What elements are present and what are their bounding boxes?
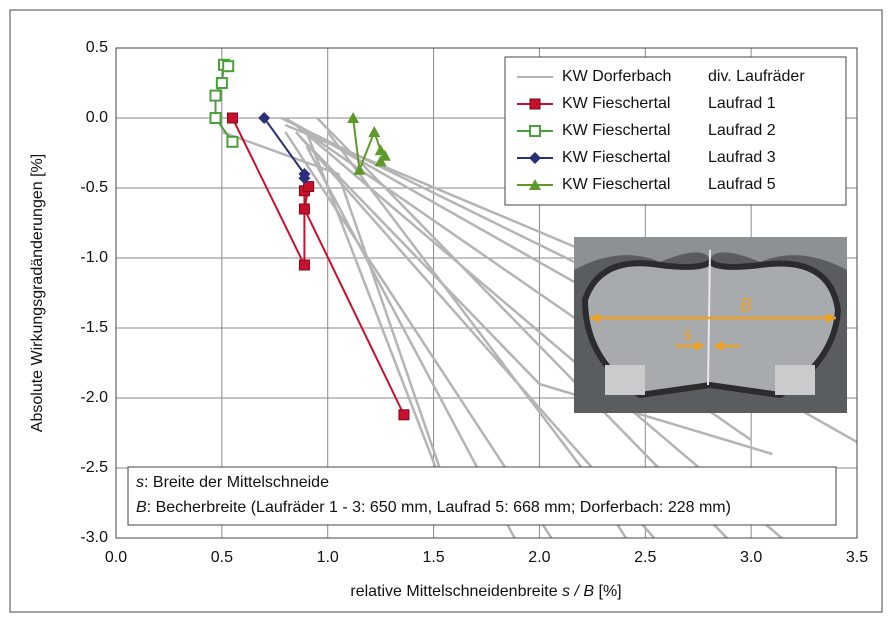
legend-detail: Laufrad 1 bbox=[708, 95, 776, 112]
legend-label: KW Fieschertal bbox=[562, 95, 670, 112]
y-tick-label: -0.5 bbox=[80, 179, 108, 196]
photo: B s bbox=[574, 237, 847, 413]
y-axis-label: Absolute Wirkungsgradänderungen [%] bbox=[29, 154, 46, 432]
x-label-suffix: [%] bbox=[594, 583, 622, 600]
y-tick-label: 0.5 bbox=[86, 39, 108, 56]
x-tick-label: 1.0 bbox=[317, 549, 339, 566]
marker bbox=[529, 179, 541, 190]
x-tick-label: 2.5 bbox=[634, 549, 656, 566]
marker bbox=[226, 112, 238, 124]
photo-tab bbox=[605, 365, 645, 395]
photo-label: B bbox=[740, 295, 752, 315]
legend-detail: div. Laufräder bbox=[708, 68, 805, 85]
marker bbox=[529, 98, 541, 110]
y-tick-label: -1.0 bbox=[80, 249, 108, 266]
legend-box bbox=[504, 56, 847, 206]
annotation-symbol: s bbox=[136, 474, 144, 491]
legend-detail: Laufrad 2 bbox=[708, 122, 776, 139]
marker bbox=[353, 163, 366, 175]
x-label-prefix: relative Mittelschneidenbreite bbox=[350, 583, 562, 600]
marker bbox=[298, 259, 310, 271]
marker bbox=[347, 112, 360, 123]
marker bbox=[222, 60, 235, 73]
x-label-symbol: s / B bbox=[562, 583, 594, 600]
annotation-text: : Breite der Mittelschneide bbox=[144, 474, 329, 491]
x-tick-label: 1.5 bbox=[422, 549, 444, 566]
legend-detail: Laufrad 3 bbox=[708, 149, 776, 166]
marker bbox=[529, 125, 541, 137]
marker bbox=[298, 172, 311, 185]
annotation-text: : Becherbreite (Laufräder 1 - 3: 650 mm,… bbox=[147, 499, 731, 516]
annotation-symbol: B bbox=[136, 499, 147, 516]
x-tick-label: 0.0 bbox=[105, 549, 127, 566]
annotation: s: Breite der Mittelschneide bbox=[136, 474, 329, 491]
y-tick-label: -3.0 bbox=[80, 529, 108, 546]
legend-label: KW Fieschertal bbox=[562, 122, 670, 139]
legend-detail: Laufrad 5 bbox=[708, 176, 776, 193]
y-tick-label: 0.0 bbox=[86, 109, 108, 126]
legend-label: KW Fieschertal bbox=[562, 149, 670, 166]
marker bbox=[226, 135, 239, 148]
annotation-box bbox=[127, 466, 837, 526]
marker bbox=[529, 152, 541, 164]
y-tick-label: -1.5 bbox=[80, 319, 108, 336]
marker bbox=[215, 77, 228, 89]
marker bbox=[298, 203, 310, 215]
marker bbox=[398, 409, 410, 421]
x-tick-label: 3.0 bbox=[740, 549, 762, 566]
marker bbox=[368, 126, 381, 137]
y-tick-label: -2.5 bbox=[80, 459, 108, 476]
marker bbox=[258, 112, 271, 124]
legend-label: KW Dorferbach bbox=[562, 68, 671, 85]
annotation: B: Becherbreite (Laufräder 1 - 3: 650 mm… bbox=[136, 499, 731, 516]
x-axis-label: relative Mittelschneidenbreite s / B [%] bbox=[350, 583, 621, 600]
legend-label: KW Fieschertal bbox=[562, 176, 670, 193]
photo-label: s bbox=[683, 324, 692, 344]
x-tick-label: 0.5 bbox=[211, 549, 233, 566]
photo-tab bbox=[775, 365, 815, 395]
marker bbox=[209, 89, 222, 102]
plot-border bbox=[115, 47, 858, 539]
marker bbox=[374, 155, 387, 167]
y-tick-label: -2.0 bbox=[80, 389, 108, 406]
x-tick-label: 3.5 bbox=[846, 549, 868, 566]
x-tick-label: 2.0 bbox=[528, 549, 550, 566]
photo-arrowhead bbox=[695, 341, 723, 351]
marker bbox=[303, 181, 315, 193]
marker bbox=[209, 112, 222, 124]
